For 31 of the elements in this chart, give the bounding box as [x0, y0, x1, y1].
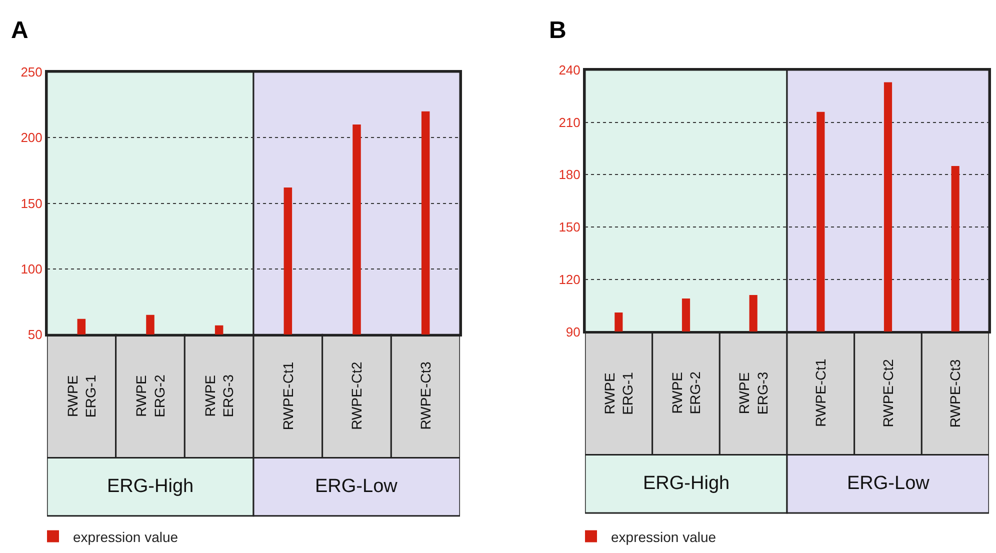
y-tick-label: 200: [20, 130, 42, 146]
legend-label: expression value: [73, 528, 178, 545]
band-label: ERG-Low: [847, 473, 930, 494]
x-tick-label: RWPE ERG-3: [736, 372, 770, 415]
y-tick-label: 210: [558, 114, 580, 130]
x-tick-label: RWPE-Ct1: [812, 358, 828, 427]
band-label: ERG-High: [107, 476, 194, 497]
x-tick-label: RWPE ERG-2: [133, 374, 168, 418]
x-tick-label: RWPE-Ct3: [947, 359, 964, 428]
y-tick-label: 250: [20, 64, 42, 80]
y-tick-label: 150: [558, 220, 580, 235]
legend-label: expression value: [611, 528, 716, 545]
y-tick-label: 180: [558, 167, 580, 182]
x-tick-label: RWPE ERG-1: [601, 372, 636, 415]
y-tick-label: 50: [28, 327, 42, 342]
x-tick-label: RWPE-Ct2: [348, 362, 365, 430]
x-tick-label: RWPE-Ct1: [280, 362, 296, 430]
band-label: ERG-Low: [315, 476, 398, 497]
x-tick-label: RWPE-Ct3: [417, 361, 434, 430]
x-tick-label: RWPE ERG-1: [64, 374, 98, 418]
y-tick-label: 100: [20, 261, 42, 276]
y-tick-label: 120: [558, 272, 580, 287]
y-tick-label: 90: [566, 324, 580, 340]
chart-title: B: [549, 17, 566, 44]
chart-title: A: [11, 17, 28, 44]
x-tick-label: RWPE ERG-2: [668, 371, 703, 414]
x-tick-label: RWPE ERG-3: [202, 374, 236, 418]
band-label: ERG-High: [643, 473, 730, 494]
x-tick-label: RWPE-Ct2: [880, 358, 896, 428]
y-tick-label: 240: [558, 62, 580, 78]
y-tick-label: 150: [20, 196, 42, 211]
